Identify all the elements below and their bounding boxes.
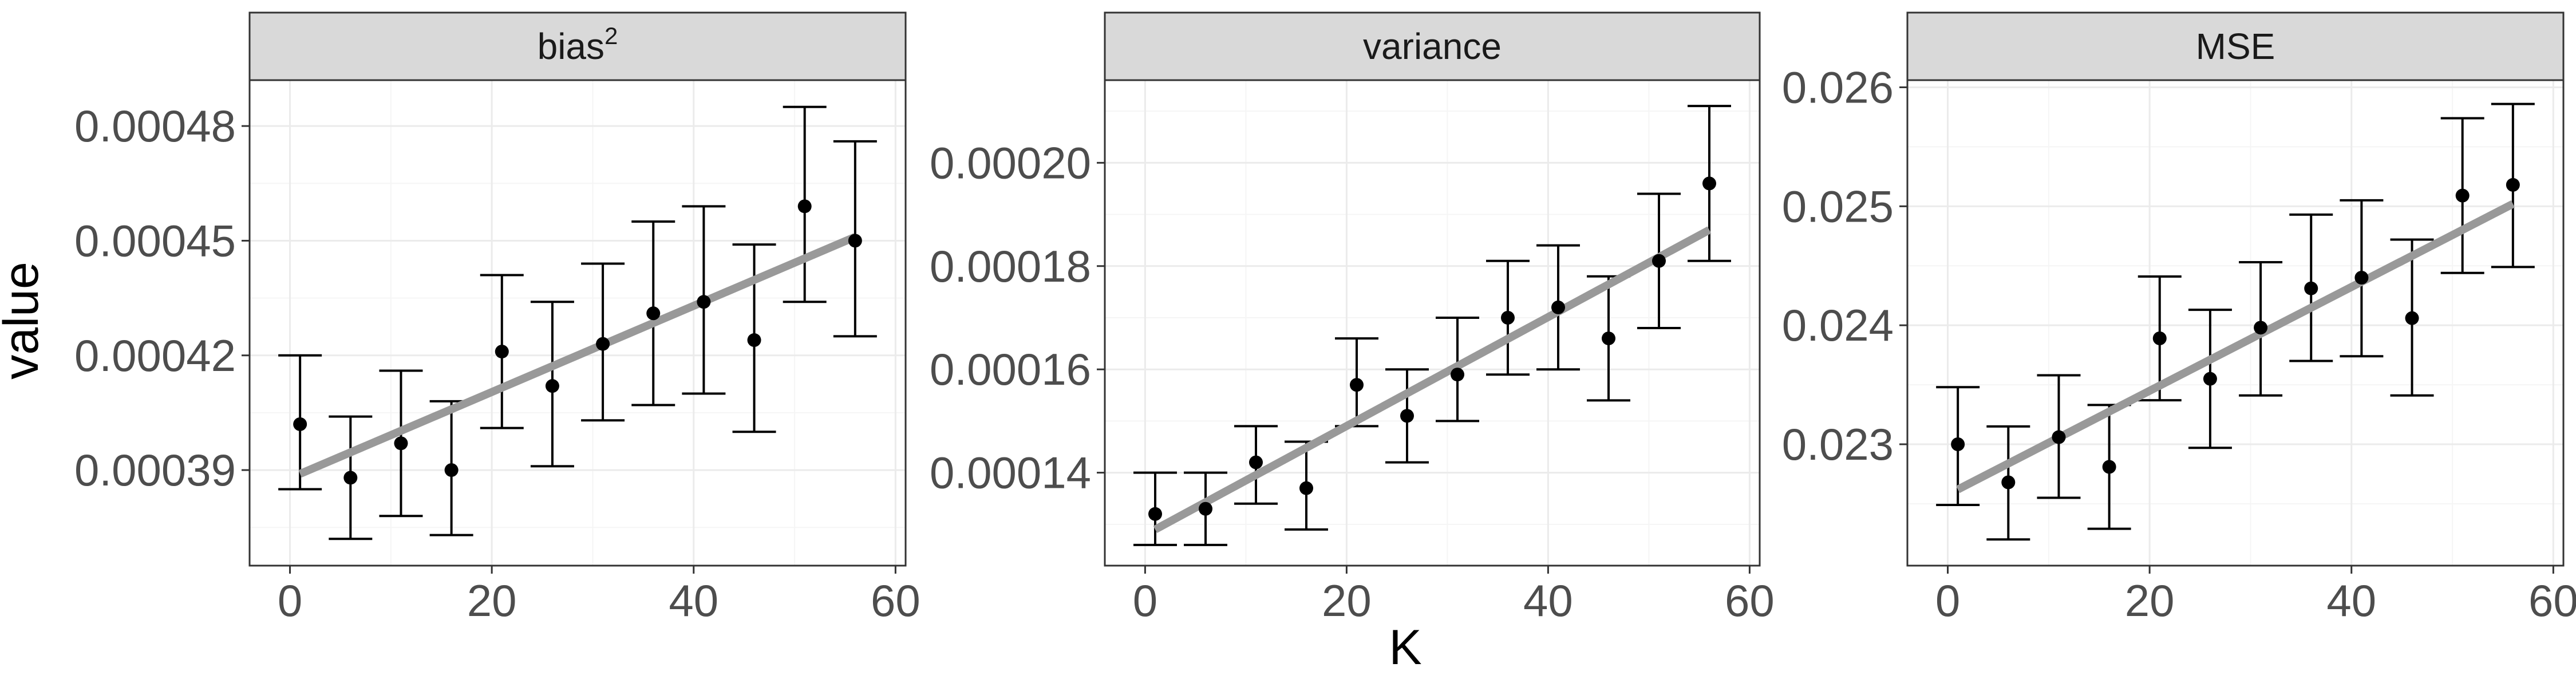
facet-panel-1: bias2 0.00039 0.00042 0.00045 0.00048 0 20 40 60 — [74, 11, 920, 626]
data-point — [394, 436, 408, 451]
panel-background — [250, 80, 906, 566]
data-point — [1951, 437, 1965, 451]
data-point — [495, 345, 509, 359]
data-point — [596, 337, 610, 351]
x-tick-label: 0 — [1935, 575, 1960, 626]
data-point — [343, 471, 358, 485]
data-point — [1451, 368, 1464, 382]
y-tick-label: 0.00018 — [930, 241, 1091, 291]
facet-strip-label: MSE — [2196, 26, 2275, 67]
data-point — [1350, 378, 1364, 392]
facet-panel-2: variance 0.00014 0.00016 0.00018 0.00020 0 20 4… — [930, 11, 1775, 626]
data-point — [2001, 475, 2016, 489]
facet-strip-label: bias2 — [538, 22, 618, 67]
y-tick-label: 0.00020 — [930, 137, 1091, 188]
y-tick-label: 0.026 — [1782, 62, 1894, 112]
data-point — [444, 463, 459, 477]
x-tick-label: 20 — [1322, 575, 1372, 626]
y-tick-label: 0.00048 — [74, 101, 236, 151]
data-point — [747, 333, 761, 348]
y-tick-label: 0.025 — [1782, 181, 1894, 231]
data-point — [1652, 254, 1666, 268]
facet-strip — [1104, 11, 1761, 81]
facet-strip-label: variance — [1363, 26, 1502, 67]
data-point — [2152, 331, 2167, 346]
facet-strip — [1906, 11, 2565, 81]
data-point — [1702, 176, 1716, 191]
x-tick-label: 60 — [871, 575, 920, 626]
x-tick-label: 0 — [1133, 575, 1157, 626]
data-point — [646, 306, 661, 321]
y-tick-label: 0.00039 — [74, 445, 236, 495]
data-point — [2203, 372, 2217, 386]
trend-line — [1955, 200, 2515, 493]
y-tick-label: 0.00016 — [930, 344, 1091, 394]
panel-background — [1907, 80, 2563, 566]
x-tick-label: 60 — [2528, 575, 2576, 626]
data-point — [1249, 455, 1263, 469]
trend-line — [1153, 226, 1712, 534]
data-point — [545, 379, 559, 393]
data-point — [2304, 281, 2318, 295]
data-point — [697, 295, 711, 309]
data-point — [2102, 460, 2116, 474]
data-point — [2405, 311, 2419, 325]
data-point — [2354, 271, 2369, 285]
x-tick-label: 40 — [2326, 575, 2376, 626]
data-point — [1551, 300, 1565, 314]
y-tick-label: 0.00045 — [74, 215, 236, 266]
data-point — [1602, 331, 1615, 346]
data-point — [1400, 409, 1414, 423]
data-point — [797, 199, 812, 214]
panel-background — [1105, 80, 1760, 566]
facet-panel-3: MSE 0.023 0.024 0.025 0.026 0 20 40 60 — [1782, 11, 2576, 626]
x-tick-label: 60 — [1725, 575, 1775, 626]
y-tick-label: 0.024 — [1782, 300, 1894, 350]
data-point — [1501, 310, 1515, 325]
x-tick-label: 0 — [278, 575, 302, 626]
x-axis-title: K — [1389, 620, 1421, 675]
y-tick-label: 0.00042 — [74, 330, 236, 381]
facet-strip — [248, 11, 907, 81]
x-tick-label: 40 — [1523, 575, 1573, 626]
data-point — [2455, 188, 2470, 203]
data-point — [2052, 430, 2066, 444]
data-point — [2506, 177, 2520, 192]
x-tick-label: 40 — [669, 575, 718, 626]
data-point — [293, 417, 307, 431]
x-tick-label: 20 — [467, 575, 517, 626]
x-tick-label: 20 — [2125, 575, 2175, 626]
data-point — [2254, 321, 2268, 335]
data-point — [848, 234, 862, 248]
y-axis-title: value — [0, 262, 49, 380]
data-point — [1148, 507, 1162, 521]
y-tick-label: 0.00014 — [930, 448, 1091, 498]
y-tick-label: 0.023 — [1782, 419, 1894, 469]
data-point — [1199, 502, 1212, 516]
trend-line — [298, 233, 857, 478]
facet-strip-superscript: 2 — [605, 22, 618, 49]
data-point — [1299, 481, 1313, 495]
